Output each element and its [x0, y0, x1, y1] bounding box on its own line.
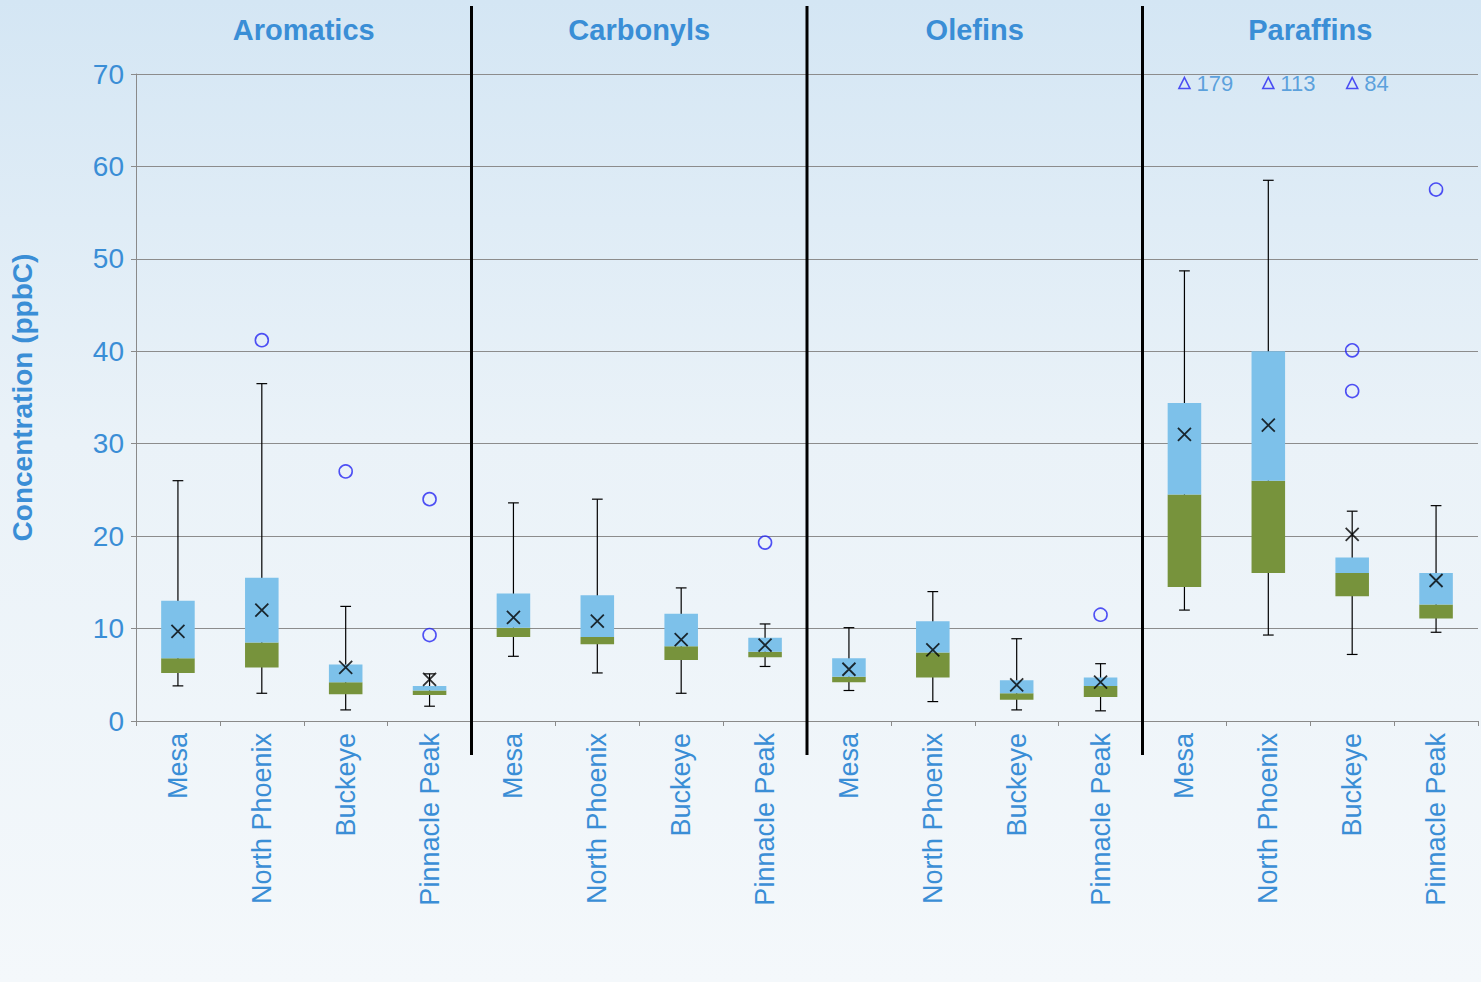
svg-text:60: 60 [93, 151, 124, 182]
svg-text:Buckeye: Buckeye [666, 733, 696, 837]
svg-text:Pinnacle Peak: Pinnacle Peak [1421, 733, 1451, 906]
svg-text:Buckeye: Buckeye [331, 733, 361, 837]
svg-text:Aromatics: Aromatics [233, 14, 375, 46]
svg-text:Pinnacle Peak: Pinnacle Peak [1086, 733, 1116, 906]
svg-text:113: 113 [1280, 71, 1315, 96]
svg-text:30: 30 [93, 428, 124, 459]
svg-text:North Phoenix: North Phoenix [247, 733, 277, 905]
svg-text:70: 70 [93, 59, 124, 90]
svg-text:Carbonyls: Carbonyls [568, 14, 710, 46]
svg-text:50: 50 [93, 243, 124, 274]
svg-text:179: 179 [1196, 71, 1233, 96]
svg-text:Mesa: Mesa [1169, 732, 1199, 799]
svg-text:North Phoenix: North Phoenix [582, 733, 612, 905]
svg-text:Pinnacle Peak: Pinnacle Peak [750, 733, 780, 906]
svg-text:Buckeye: Buckeye [1002, 733, 1032, 837]
svg-text:Buckeye: Buckeye [1337, 733, 1367, 837]
svg-text:Paraffins: Paraffins [1248, 14, 1372, 46]
svg-text:20: 20 [93, 521, 124, 552]
svg-text:North Phoenix: North Phoenix [1253, 733, 1283, 905]
svg-text:Olefins: Olefins [926, 14, 1024, 46]
svg-text:North Phoenix: North Phoenix [918, 733, 948, 905]
svg-text:0: 0 [108, 706, 124, 737]
svg-text:84: 84 [1364, 71, 1388, 96]
svg-text:40: 40 [93, 336, 124, 367]
svg-text:10: 10 [93, 613, 124, 644]
svg-text:Mesa: Mesa [498, 732, 528, 799]
svg-text:Pinnacle Peak: Pinnacle Peak [415, 733, 445, 906]
svg-text:Mesa: Mesa [163, 732, 193, 799]
svg-text:Concentration (ppbC): Concentration (ppbC) [7, 254, 38, 542]
svg-text:Mesa: Mesa [834, 732, 864, 799]
